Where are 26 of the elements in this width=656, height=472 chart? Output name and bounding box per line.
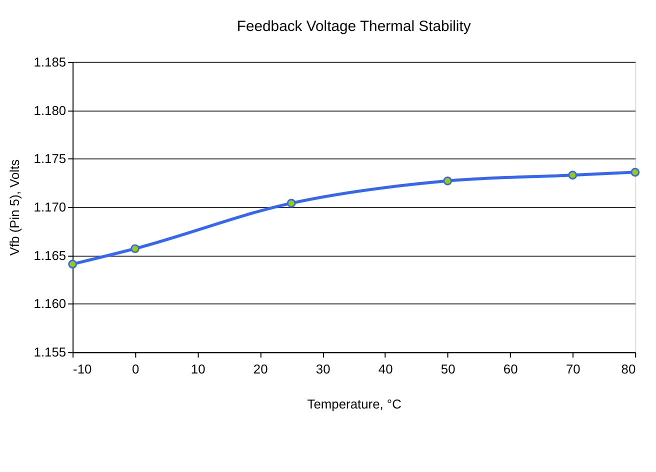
chart-title: Feedback Voltage Thermal Stability	[236, 19, 472, 36]
y-tick-label: 1.155	[34, 344, 66, 360]
y-tick-label: 1.160	[34, 296, 66, 312]
point	[443, 176, 452, 186]
point	[286, 198, 296, 208]
x-axis-title: Temperature, °C	[307, 396, 402, 412]
x-tick-label: 70	[566, 362, 580, 377]
y-tick-label: 1.180	[34, 102, 66, 118]
y-tick-label: 1.175	[34, 151, 66, 166]
point	[568, 170, 578, 180]
y-tick-label: 1.170	[34, 199, 66, 214]
x-tick-label: 30	[316, 362, 330, 377]
y-tick-label: 1.165	[34, 248, 66, 263]
x-tick-label: 50	[440, 362, 456, 377]
x-tick-label: 80	[621, 362, 636, 377]
y-tick-label: 1.185	[34, 54, 66, 70]
x-tick-label: 20	[253, 362, 268, 377]
x-tick-label: 40	[378, 362, 393, 377]
point	[68, 260, 77, 269]
point	[130, 244, 140, 254]
x-tick-label: 10	[190, 362, 206, 377]
x-tick-label: 60	[503, 362, 518, 377]
x-tick-label: -10	[73, 362, 92, 377]
point	[630, 168, 640, 177]
x-tick-label: 0	[132, 362, 140, 377]
y-axis-title: Vfb (Pin 5), Volts	[6, 159, 22, 256]
